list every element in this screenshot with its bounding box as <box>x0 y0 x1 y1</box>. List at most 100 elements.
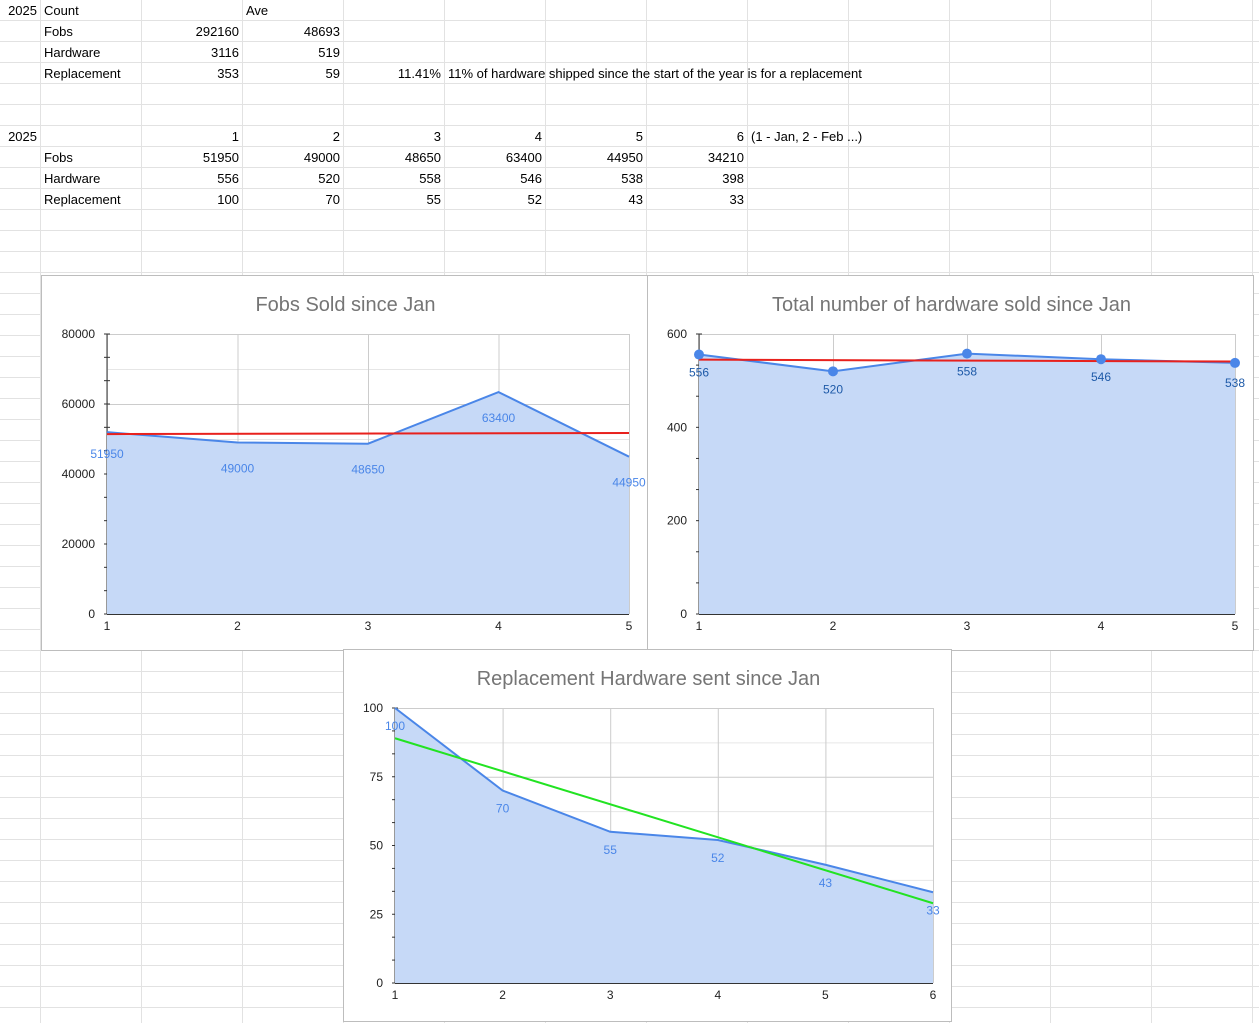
hardware-series-area <box>699 353 1235 614</box>
fobs-ytick-label: 60000 <box>62 397 96 411</box>
cell-B1[interactable]: Count <box>44 3 79 18</box>
replacement-xtick-label: 6 <box>930 988 937 1002</box>
cell-B8[interactable]: Fobs <box>44 150 73 165</box>
replacement-data-label: 33 <box>926 903 940 917</box>
fobs-data-label: 48650 <box>351 463 385 477</box>
fobs-xtick-label: 4 <box>495 619 502 633</box>
fobs-average-line <box>106 432 630 436</box>
cell-E9[interactable]: 558 <box>419 171 441 186</box>
hardware-xtick-label: 5 <box>1232 619 1239 633</box>
cell-D9[interactable]: 520 <box>318 171 340 186</box>
cell-F9[interactable]: 546 <box>520 171 542 186</box>
cell-F10[interactable]: 52 <box>527 192 542 207</box>
cell-B10[interactable]: Replacement <box>44 192 121 207</box>
hardware-average-line <box>698 358 1236 363</box>
fobs-ytick-label: 20000 <box>62 537 96 551</box>
hardware-point-4 <box>1230 357 1240 368</box>
replacement-chart[interactable]: Replacement Hardware sent since Jan 0 25 50… <box>343 649 952 1022</box>
hardware-ytick-label: 0 <box>680 607 687 621</box>
cell-A1[interactable]: 2025 <box>8 3 37 18</box>
cell-D8[interactable]: 49000 <box>303 150 340 165</box>
cell-H7[interactable]: 6 <box>736 129 744 144</box>
hardware-chart-svg: Total number of hardware sold since Jan 0… <box>667 294 1245 633</box>
replacement-xtick-label: 5 <box>822 988 829 1002</box>
cell-D3[interactable]: 519 <box>318 45 340 60</box>
cell-B9[interactable]: Hardware <box>44 171 101 186</box>
replacement-ytick-label: 0 <box>376 976 383 990</box>
replacement-trend-line <box>394 737 934 905</box>
cell-C7[interactable]: 1 <box>231 129 239 144</box>
cell-B4[interactable]: Replacement <box>44 66 121 81</box>
cell-G10[interactable]: 43 <box>628 192 643 207</box>
cell-E7[interactable]: 3 <box>433 129 441 144</box>
hardware-point-3 <box>1096 354 1106 365</box>
cell-C4[interactable]: 353 <box>217 66 239 81</box>
cell-F8[interactable]: 63400 <box>505 150 542 165</box>
cell-F4[interactable]: 11% of hardware shipped since the start … <box>448 66 862 81</box>
hardware-point-1 <box>828 366 838 377</box>
cell-D10[interactable]: 70 <box>325 192 340 207</box>
hardware-data-label: 520 <box>823 382 843 396</box>
fobs-chart-svg: Fobs Sold since Jan 0 20000 40000 60000 80000… <box>62 294 646 633</box>
fobs-ytick-label: 40000 <box>62 467 96 481</box>
fobs-data-label: 51950 <box>90 447 124 461</box>
cell-H8[interactable]: 34210 <box>707 150 744 165</box>
hardware-chart[interactable]: Total number of hardware sold since Jan 0… <box>647 275 1254 651</box>
cell-H9[interactable]: 398 <box>722 171 744 186</box>
replacement-xtick-label: 4 <box>714 988 721 1002</box>
fobs-chart-title: Fobs Sold since Jan <box>255 294 435 316</box>
fobs-ytick-label: 80000 <box>62 327 96 341</box>
cell-F7[interactable]: 4 <box>534 129 542 144</box>
cell-D7[interactable]: 2 <box>332 129 340 144</box>
cell-E4[interactable]: 11.41% <box>397 66 441 81</box>
cell-E8[interactable]: 48650 <box>404 150 441 165</box>
cell-C8[interactable]: 51950 <box>202 150 239 165</box>
cell-D1[interactable]: Ave <box>246 3 269 18</box>
replacement-xtick-label: 2 <box>499 988 506 1002</box>
cell-H10[interactable]: 33 <box>729 192 744 207</box>
fobs-chart[interactable]: Fobs Sold since Jan 0 20000 40000 60000 80000… <box>41 275 648 651</box>
fobs-data-label: 44950 <box>612 476 646 490</box>
replacement-chart-svg: Replacement Hardware sent since Jan02550… <box>363 668 940 1002</box>
cell-D4[interactable]: 59 <box>325 66 340 81</box>
fobs-xtick-label: 1 <box>104 619 111 633</box>
hardware-point-0 <box>694 349 704 360</box>
replacement-data-label: 55 <box>604 843 618 857</box>
cell-G7[interactable]: 5 <box>635 129 643 144</box>
replacement-series-line <box>394 707 934 894</box>
replacement-ytick-label: 25 <box>370 907 384 921</box>
hardware-xtick-label: 2 <box>830 619 837 633</box>
fobs-series-line <box>106 391 630 458</box>
cell-C2[interactable]: 292160 <box>195 24 239 39</box>
cell-C9[interactable]: 556 <box>217 171 239 186</box>
replacement-data-label: 52 <box>711 851 725 865</box>
cell-D2[interactable]: 48693 <box>303 24 340 39</box>
replacement-xtick-label: 1 <box>392 988 399 1002</box>
fobs-xtick-label: 5 <box>626 619 633 633</box>
cell-C3[interactable]: 3116 <box>211 45 239 60</box>
cell-B3[interactable]: Hardware <box>44 45 101 60</box>
fobs-xtick-label: 3 <box>365 619 372 633</box>
cell-G8[interactable]: 44950 <box>606 150 643 165</box>
replacement-data-label: 100 <box>385 719 405 733</box>
cell-E10[interactable]: 55 <box>426 192 441 207</box>
cell-A7[interactable]: 2025 <box>8 129 37 144</box>
hardware-point-2 <box>962 348 972 359</box>
cell-G9[interactable]: 538 <box>621 171 643 186</box>
cell-B2[interactable]: Fobs <box>44 24 73 39</box>
replacement-series-area <box>395 708 933 983</box>
hardware-data-label: 546 <box>1091 370 1111 384</box>
fobs-xtick-label: 2 <box>234 619 241 633</box>
fobs-ytick-label: 0 <box>88 607 95 621</box>
replacement-ytick-label: 50 <box>370 839 384 853</box>
replacement-ytick-label: 75 <box>370 770 384 784</box>
replacement-ytick-label: 100 <box>363 701 383 715</box>
hardware-chart-title: Total number of hardware sold since Jan <box>772 294 1131 316</box>
hardware-ytick-label: 600 <box>667 327 687 341</box>
hardware-data-label: 538 <box>1225 376 1245 390</box>
hardware-xtick-label: 3 <box>964 619 971 633</box>
hardware-data-label: 558 <box>957 365 977 379</box>
replacement-xtick-label: 3 <box>607 988 614 1002</box>
cell-C10[interactable]: 100 <box>217 192 239 207</box>
cell-I7[interactable]: (1 - Jan, 2 - Feb ...) <box>751 129 863 144</box>
